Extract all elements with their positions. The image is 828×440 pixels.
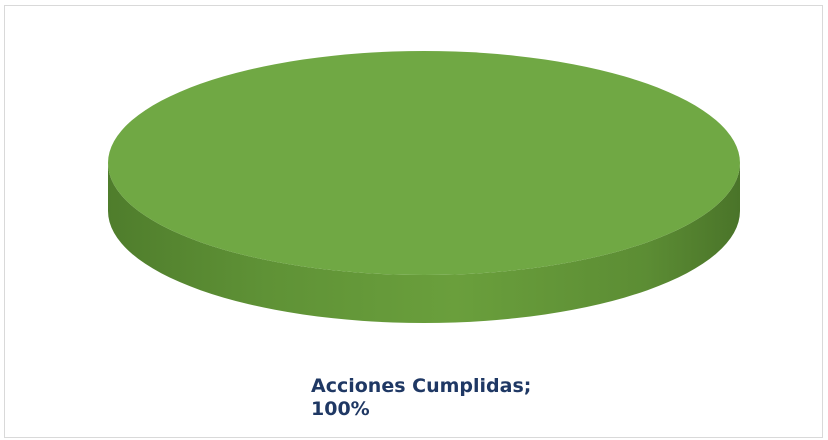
data-label-category: Acciones Cumplidas; bbox=[311, 375, 532, 397]
data-label-value: 100% bbox=[311, 398, 370, 420]
pie-slice-acciones-cumplidas bbox=[108, 51, 740, 275]
pie-slice-acciones-cumplidas-side bbox=[108, 163, 740, 323]
data-label-acciones-cumplidas: Acciones Cumplidas; 100% bbox=[311, 375, 531, 421]
